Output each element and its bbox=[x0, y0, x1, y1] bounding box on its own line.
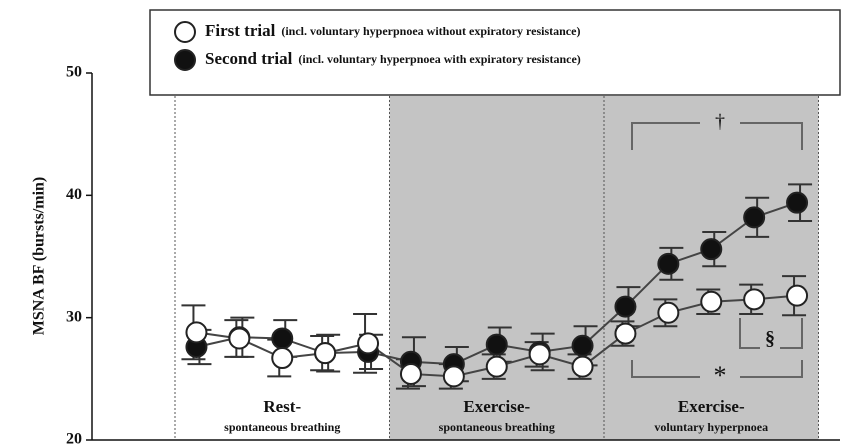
marker bbox=[657, 252, 680, 275]
marker bbox=[614, 295, 637, 318]
region bbox=[175, 96, 390, 440]
bracket bbox=[739, 318, 803, 349]
region-sublabel: voluntary hyperpnoea bbox=[654, 420, 768, 434]
legend-entry: First trial (incl. voluntary hyperpnoea w… bbox=[205, 21, 580, 40]
marker bbox=[657, 301, 680, 324]
marker bbox=[571, 355, 594, 378]
marker bbox=[314, 342, 337, 365]
region-sublabel: spontaneous breathing bbox=[224, 420, 340, 434]
marker bbox=[786, 284, 809, 307]
marker bbox=[743, 288, 766, 311]
y-tick-label: 20 bbox=[66, 431, 82, 446]
marker bbox=[357, 332, 380, 355]
marker bbox=[614, 322, 637, 345]
region-label: Rest- bbox=[263, 397, 301, 416]
y-axis-label: MSNA BF (bursts/min) bbox=[31, 177, 48, 336]
marker bbox=[271, 347, 294, 370]
marker bbox=[271, 327, 294, 350]
annotation: * bbox=[714, 361, 727, 390]
legend-marker bbox=[174, 21, 196, 43]
legend-description: (incl. voluntary hyperpnoea without expi… bbox=[281, 24, 580, 38]
marker bbox=[700, 238, 723, 261]
y-tick-label: 50 bbox=[66, 64, 82, 81]
legend-entry: Second trial (incl. voluntary hyperpnoea … bbox=[205, 49, 581, 68]
region-label: Exercise- bbox=[678, 397, 745, 416]
bracket bbox=[631, 360, 803, 378]
legend bbox=[149, 9, 841, 96]
region-sublabel: spontaneous breathing bbox=[439, 420, 555, 434]
region bbox=[389, 96, 604, 440]
annotation: § bbox=[765, 328, 775, 350]
bracket bbox=[631, 122, 803, 150]
marker bbox=[185, 321, 208, 344]
legend-name: First trial bbox=[205, 21, 276, 40]
marker bbox=[700, 290, 723, 313]
marker bbox=[528, 343, 551, 366]
marker bbox=[743, 206, 766, 229]
legend-description: (incl. voluntary hyperpnoea with expirat… bbox=[298, 52, 580, 66]
legend-name: Second trial bbox=[205, 49, 293, 68]
marker bbox=[571, 334, 594, 357]
marker bbox=[485, 333, 508, 356]
region-label: Exercise- bbox=[463, 397, 530, 416]
marker bbox=[485, 355, 508, 378]
legend-marker bbox=[174, 49, 196, 71]
y-tick-label: 40 bbox=[66, 186, 82, 203]
regions: Rest-spontaneous breathing Exercise-spont… bbox=[174, 96, 819, 440]
marker bbox=[228, 327, 251, 350]
marker bbox=[442, 365, 465, 388]
annotation: † bbox=[715, 111, 725, 133]
marker bbox=[399, 362, 422, 385]
marker bbox=[786, 191, 809, 214]
y-tick-label: 30 bbox=[66, 308, 82, 325]
region bbox=[604, 96, 819, 440]
